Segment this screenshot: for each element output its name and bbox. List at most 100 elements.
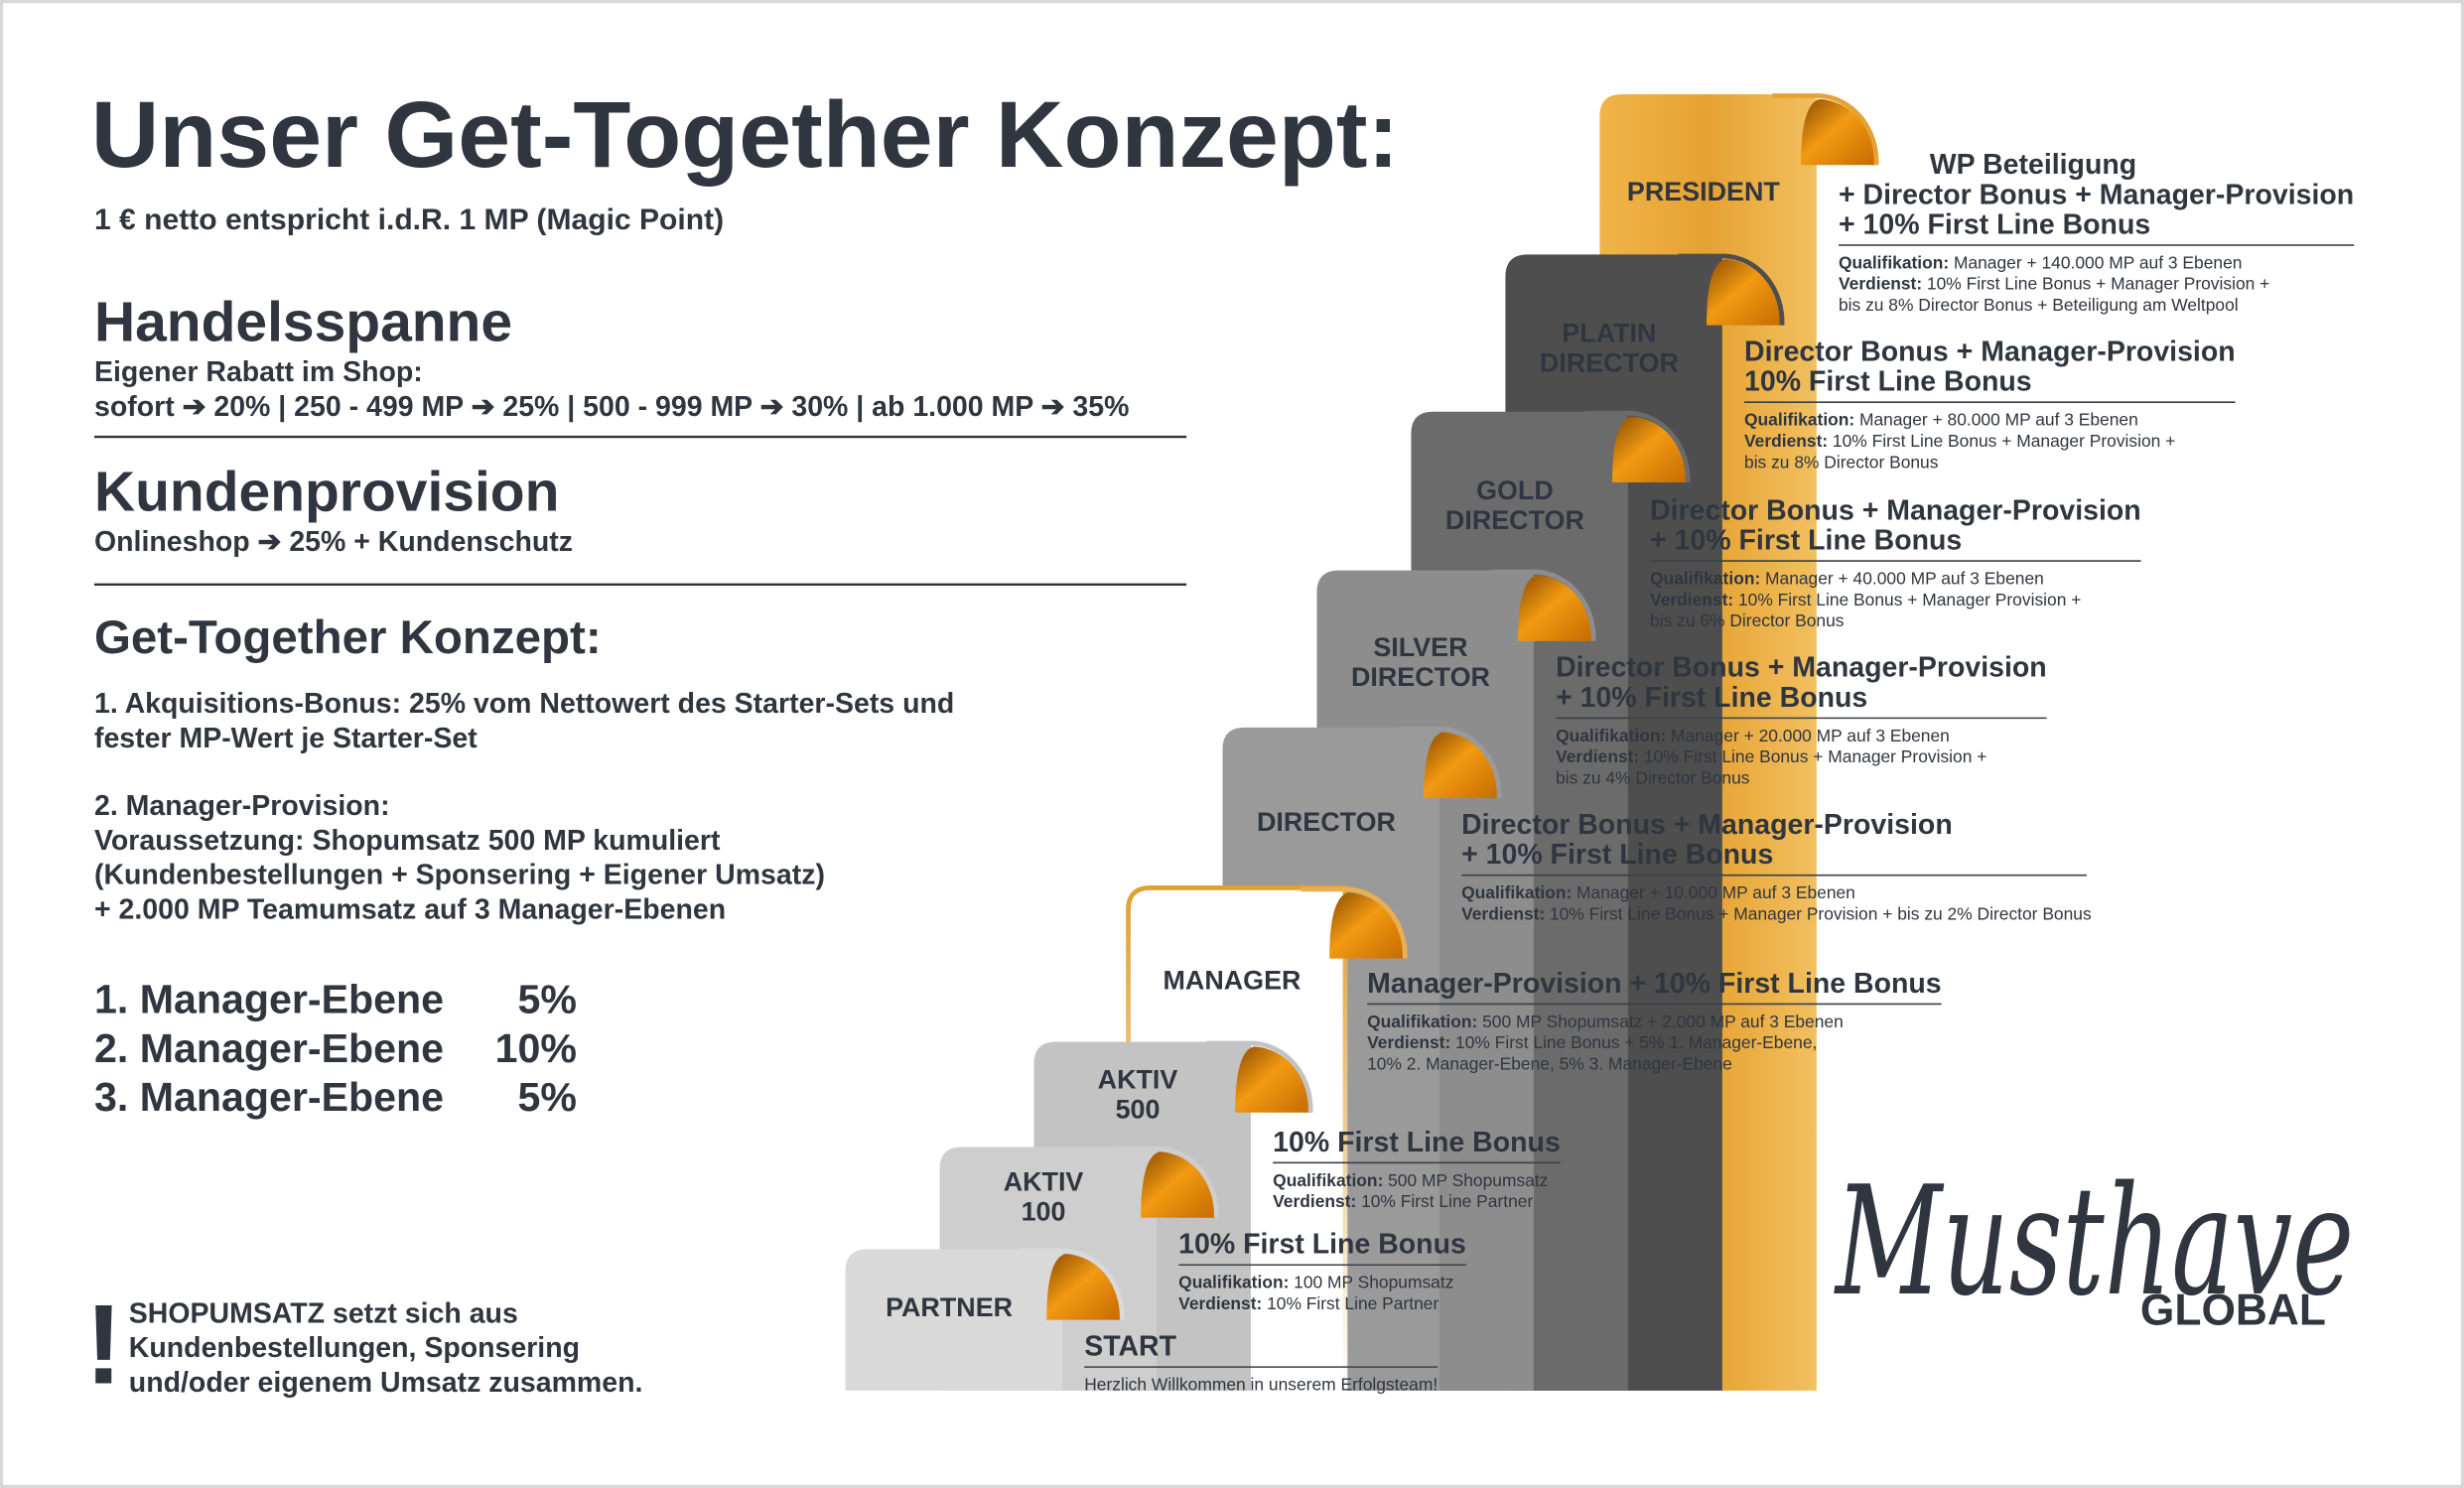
step-detail: bis zu 8% Director Bonus xyxy=(1744,452,1939,472)
level-value: 10% xyxy=(495,1025,577,1071)
step-detail: Herzlich Willkommen in unserem Erfolgste… xyxy=(1084,1375,1437,1395)
detail-text: bis zu 8% Director Bonus xyxy=(1744,452,1939,472)
detail-text: 10% First Line Bonus + Manager Provision… xyxy=(1550,903,2092,923)
step-title: 10% First Line Bonus xyxy=(1744,366,2032,398)
step-curl-rim xyxy=(1489,569,1596,641)
step-description: Director Bonus + Manager-Provision+ 10% … xyxy=(1461,809,2092,923)
detail-text: 10% First Line Bonus + Manager Provision… xyxy=(1738,590,2081,609)
step-title: WP Beteiligung xyxy=(1930,149,2136,181)
note-mark: ! xyxy=(85,1282,123,1408)
step-block xyxy=(845,1249,1063,1391)
left-column: Unser Get-Together Konzept: 1 € netto en… xyxy=(85,82,1400,1408)
note-line: und/oder eigenem Umsatz zusammen. xyxy=(129,1367,643,1399)
step-label: DIRECTOR xyxy=(1540,348,1679,378)
detail-text: 500 MP Shopumsatz xyxy=(1388,1170,1548,1190)
title: Unser Get-Together Konzept: xyxy=(91,82,1399,188)
step-label: DIRECTOR xyxy=(1445,505,1584,535)
step-label: PARTNER xyxy=(886,1292,1013,1322)
step-label: 500 xyxy=(1116,1095,1161,1125)
step-description: WP Beteiligung+ Director Bonus + Manager… xyxy=(1839,149,2354,315)
level-value: 5% xyxy=(517,977,576,1022)
step-detail: Verdienst: 10% First Line Partner xyxy=(1178,1293,1438,1313)
text-line: Voraussetzung: Shopumsatz 500 MP kumulie… xyxy=(94,825,721,857)
detail-key: Verdienst: xyxy=(1367,1032,1450,1052)
step-title: Manager-Provision + 10% First Line Bonus xyxy=(1367,968,1942,1000)
step-curl-rim xyxy=(1018,1248,1125,1320)
step-label: SILVER xyxy=(1373,632,1467,662)
step-detail: Verdienst: 10% First Line Bonus + Manager… xyxy=(1839,274,2269,294)
detail-text: Manager + 20.000 MP auf 3 Ebenen xyxy=(1671,726,1950,745)
step-description: Director Bonus + Manager-Provision+ 10% … xyxy=(1650,494,2141,630)
step-label: MANAGER xyxy=(1164,966,1301,996)
detail-text: 10% First Line Bonus + Manager Provision… xyxy=(1833,431,2175,451)
detail-key: Verdienst: xyxy=(1650,590,1733,609)
step-curl xyxy=(1424,732,1500,799)
logo-text: GLOBAL xyxy=(2140,1286,2326,1335)
note-line: SHOPUMSATZ setzt sich aus xyxy=(129,1297,518,1329)
text-line: fester MP-Wert je Starter-Set xyxy=(94,723,478,754)
staircase: PRESIDENTPLATINDIRECTORGOLDDIRECTORSILVE… xyxy=(845,93,2354,1395)
step-detail: Verdienst: 10% First Line Bonus + Manager… xyxy=(1556,746,1986,766)
step-curl-rim xyxy=(1112,1146,1219,1218)
step-label: AKTIV xyxy=(1004,1166,1084,1196)
detail-key: Verdienst: xyxy=(1839,274,1922,294)
step-title: Director Bonus + Manager-Provision xyxy=(1744,337,2236,368)
detail-text: 10% First Line Partner xyxy=(1267,1293,1438,1313)
step-description: 10% First Line Bonus Qualifikation: 500 MP… xyxy=(1273,1127,1561,1211)
step-curl xyxy=(1046,1254,1123,1320)
detail-key: Verdienst: xyxy=(1556,746,1639,766)
step-title: + 10% First Line Bonus xyxy=(1650,525,1962,557)
detail-text: 10% 2. Manager-Ebene, 5% 3. Manager-Eben… xyxy=(1367,1054,1732,1074)
step-label: DIRECTOR xyxy=(1257,807,1396,837)
text-line: sofort ➔ 20% | 250 - 499 MP ➔ 25% | 500 … xyxy=(94,391,1129,423)
detail-text: 100 MP Shopumsatz xyxy=(1294,1273,1453,1292)
detail-text: 10% First Line Partner xyxy=(1361,1191,1533,1211)
detail-text: bis zu 6% Director Bonus xyxy=(1650,610,1845,630)
step-title: 10% First Line Bonus xyxy=(1178,1229,1466,1261)
step-curl xyxy=(1801,98,1876,166)
step-detail: 10% 2. Manager-Ebene, 5% 3. Manager-Eben… xyxy=(1367,1054,1732,1074)
step-detail: Qualifikation: 500 MP Shopumsatz xyxy=(1273,1170,1548,1190)
detail-key: Verdienst: xyxy=(1461,903,1545,923)
step-label: DIRECTOR xyxy=(1351,662,1490,692)
detail-key: Verdienst: xyxy=(1178,1293,1262,1313)
step-description: Director Bonus + Manager-Provision+ 10% … xyxy=(1556,652,2047,788)
detail-text: Manager + 140.000 MP auf 3 Ebenen xyxy=(1954,252,2242,272)
step-curl xyxy=(1235,1046,1311,1113)
text-line: 1. Akquisitions-Bonus: 25% vom Nettowert… xyxy=(94,688,954,720)
step-detail: Verdienst: 10% First Line Bonus + 5% 1. M… xyxy=(1367,1032,1817,1052)
step-curl-rim xyxy=(1300,886,1408,959)
step-title: + 10% First Line Bonus xyxy=(1461,839,1773,871)
detail-key: Qualifikation: xyxy=(1367,1012,1477,1031)
step-label: 100 xyxy=(1022,1196,1066,1226)
step-detail: Qualifikation: 500 MP Shopumsatz + 2.000 … xyxy=(1367,1012,1844,1031)
detail-text: Manager + 40.000 MP auf 3 Ebenen xyxy=(1765,569,2044,589)
text-line: (Kundenbestellungen + Sponsering + Eigen… xyxy=(94,860,825,891)
step-curl xyxy=(1141,1151,1217,1218)
heading: Kundenprovision xyxy=(94,460,559,523)
step-detail: Qualifikation: Manager + 140.000 MP auf 3… xyxy=(1839,252,2242,272)
detail-text: 10% First Line Bonus + 5% 1. Manager-Ebe… xyxy=(1455,1032,1817,1052)
step-curl xyxy=(1612,416,1689,482)
detail-key: Verdienst: xyxy=(1273,1191,1356,1211)
step-curl-rim xyxy=(1678,253,1785,326)
step-detail: bis zu 6% Director Bonus xyxy=(1650,610,1845,630)
step: PARTNER xyxy=(845,1248,1125,1391)
step-label: GOLD xyxy=(1476,475,1554,505)
detail-key: Qualifikation: xyxy=(1839,252,1949,272)
level-label: 2. Manager-Ebene xyxy=(94,1025,444,1071)
detail-key: Qualifikation: xyxy=(1744,410,1854,430)
detail-text: bis zu 8% Director Bonus + Beteiligung a… xyxy=(1839,295,2239,315)
text-line: 2. Manager-Provision: xyxy=(94,790,390,822)
step-detail: Qualifikation: Manager + 20.000 MP auf 3 … xyxy=(1556,726,1950,745)
text-line: Eigener Rabatt im Shop: xyxy=(94,356,423,388)
step-detail: Verdienst: 10% First Line Bonus + Manager… xyxy=(1650,590,2081,609)
step-curl-rim xyxy=(1395,727,1502,799)
detail-key: Qualifikation: xyxy=(1178,1273,1289,1292)
step-title: Director Bonus + Manager-Provision xyxy=(1461,809,1953,841)
step-title: Director Bonus + Manager-Provision xyxy=(1650,494,2141,526)
step-detail: Verdienst: 10% First Line Bonus + Manager… xyxy=(1744,431,2175,451)
detail-text: Manager + 80.000 MP auf 3 Ebenen xyxy=(1859,410,2138,430)
